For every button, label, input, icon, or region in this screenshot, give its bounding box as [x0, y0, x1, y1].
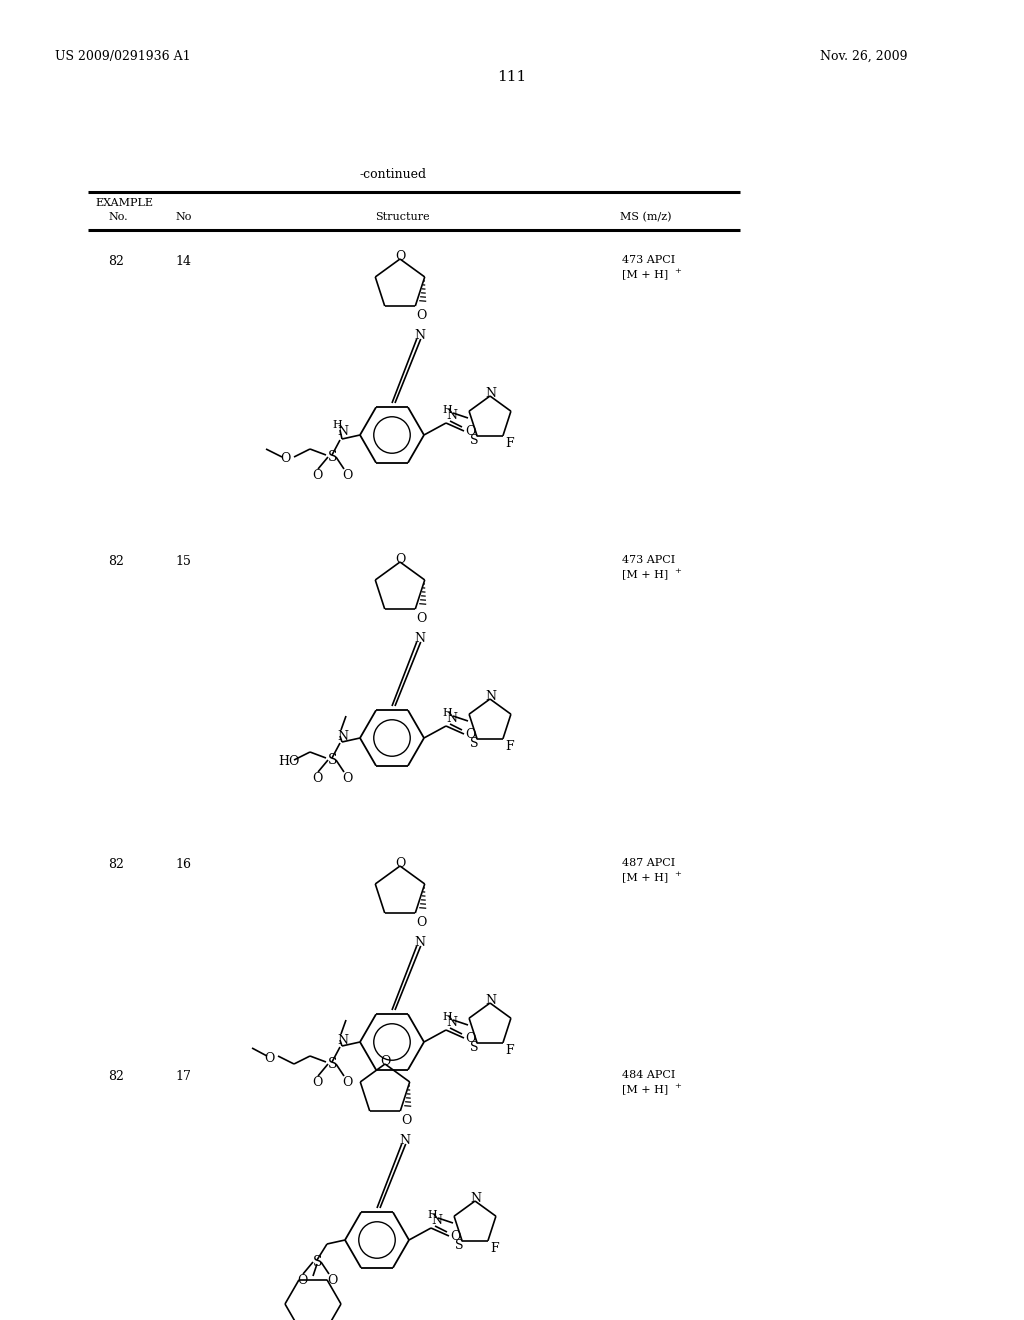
Text: O: O — [465, 425, 475, 438]
Text: N: N — [337, 730, 348, 743]
Text: N: N — [470, 1192, 481, 1205]
Text: N: N — [485, 994, 496, 1007]
Text: N: N — [485, 690, 496, 704]
Text: O: O — [465, 1032, 475, 1045]
Text: Nov. 26, 2009: Nov. 26, 2009 — [820, 50, 907, 63]
Text: [M + H]: [M + H] — [622, 269, 669, 279]
Text: 473 APCI: 473 APCI — [622, 255, 675, 265]
Text: N: N — [399, 1134, 411, 1147]
Text: [M + H]: [M + H] — [622, 569, 669, 579]
Text: H: H — [442, 1012, 452, 1022]
Text: US 2009/0291936 A1: US 2009/0291936 A1 — [55, 50, 190, 63]
Text: S: S — [455, 1238, 464, 1251]
Text: 14: 14 — [175, 255, 191, 268]
Text: 473 APCI: 473 APCI — [622, 554, 675, 565]
Text: O: O — [297, 1274, 307, 1287]
Text: [M + H]: [M + H] — [622, 873, 669, 882]
Text: 111: 111 — [498, 70, 526, 84]
Text: S: S — [313, 1255, 323, 1269]
Text: 17: 17 — [175, 1071, 190, 1082]
Text: O: O — [312, 1076, 323, 1089]
Text: O: O — [401, 1114, 412, 1127]
Text: O: O — [264, 1052, 274, 1065]
Text: O: O — [417, 612, 427, 624]
Text: O: O — [395, 553, 406, 566]
Text: No.: No. — [108, 213, 128, 222]
Text: 16: 16 — [175, 858, 191, 871]
Text: H: H — [442, 405, 452, 414]
Text: N: N — [337, 425, 348, 438]
Text: O: O — [312, 469, 323, 482]
Text: 82: 82 — [108, 858, 124, 871]
Text: S: S — [328, 450, 338, 465]
Text: 15: 15 — [175, 554, 190, 568]
Text: +: + — [674, 568, 681, 576]
Text: O: O — [380, 1055, 390, 1068]
Text: O: O — [327, 1274, 337, 1287]
Text: +: + — [674, 1082, 681, 1090]
Text: F: F — [505, 437, 514, 450]
Text: N: N — [415, 632, 426, 645]
Text: O: O — [395, 249, 406, 263]
Text: F: F — [505, 1044, 514, 1057]
Text: HO: HO — [278, 755, 299, 768]
Text: O: O — [465, 729, 475, 741]
Text: N: N — [446, 711, 457, 725]
Text: O: O — [312, 772, 323, 785]
Text: [M + H]: [M + H] — [622, 1084, 669, 1094]
Text: O: O — [342, 1076, 352, 1089]
Text: 82: 82 — [108, 1071, 124, 1082]
Text: 484 APCI: 484 APCI — [622, 1071, 676, 1080]
Text: MS (m/z): MS (m/z) — [620, 213, 672, 222]
Text: N: N — [485, 387, 496, 400]
Text: S: S — [328, 752, 338, 767]
Text: Structure: Structure — [375, 213, 430, 222]
Text: O: O — [417, 916, 427, 929]
Text: 487 APCI: 487 APCI — [622, 858, 675, 869]
Text: N: N — [431, 1214, 442, 1228]
Text: O: O — [417, 309, 427, 322]
Text: S: S — [470, 434, 478, 446]
Text: S: S — [470, 737, 478, 750]
Text: 82: 82 — [108, 554, 124, 568]
Text: H: H — [427, 1210, 437, 1220]
Text: O: O — [395, 857, 406, 870]
Text: S: S — [328, 1057, 338, 1071]
Text: O: O — [450, 1230, 461, 1243]
Text: S: S — [470, 1040, 478, 1053]
Text: O: O — [280, 451, 291, 465]
Text: O: O — [342, 469, 352, 482]
Text: No: No — [175, 213, 191, 222]
Text: H: H — [442, 708, 452, 718]
Text: N: N — [415, 936, 426, 949]
Text: O: O — [342, 772, 352, 785]
Text: N: N — [415, 329, 426, 342]
Text: 82: 82 — [108, 255, 124, 268]
Text: N: N — [446, 1016, 457, 1030]
Text: F: F — [489, 1242, 499, 1255]
Text: N: N — [337, 1034, 348, 1047]
Text: -continued: -continued — [360, 168, 427, 181]
Text: +: + — [674, 267, 681, 275]
Text: +: + — [674, 870, 681, 878]
Text: N: N — [446, 409, 457, 422]
Text: EXAMPLE: EXAMPLE — [95, 198, 153, 209]
Text: H: H — [332, 420, 342, 430]
Text: F: F — [505, 739, 514, 752]
